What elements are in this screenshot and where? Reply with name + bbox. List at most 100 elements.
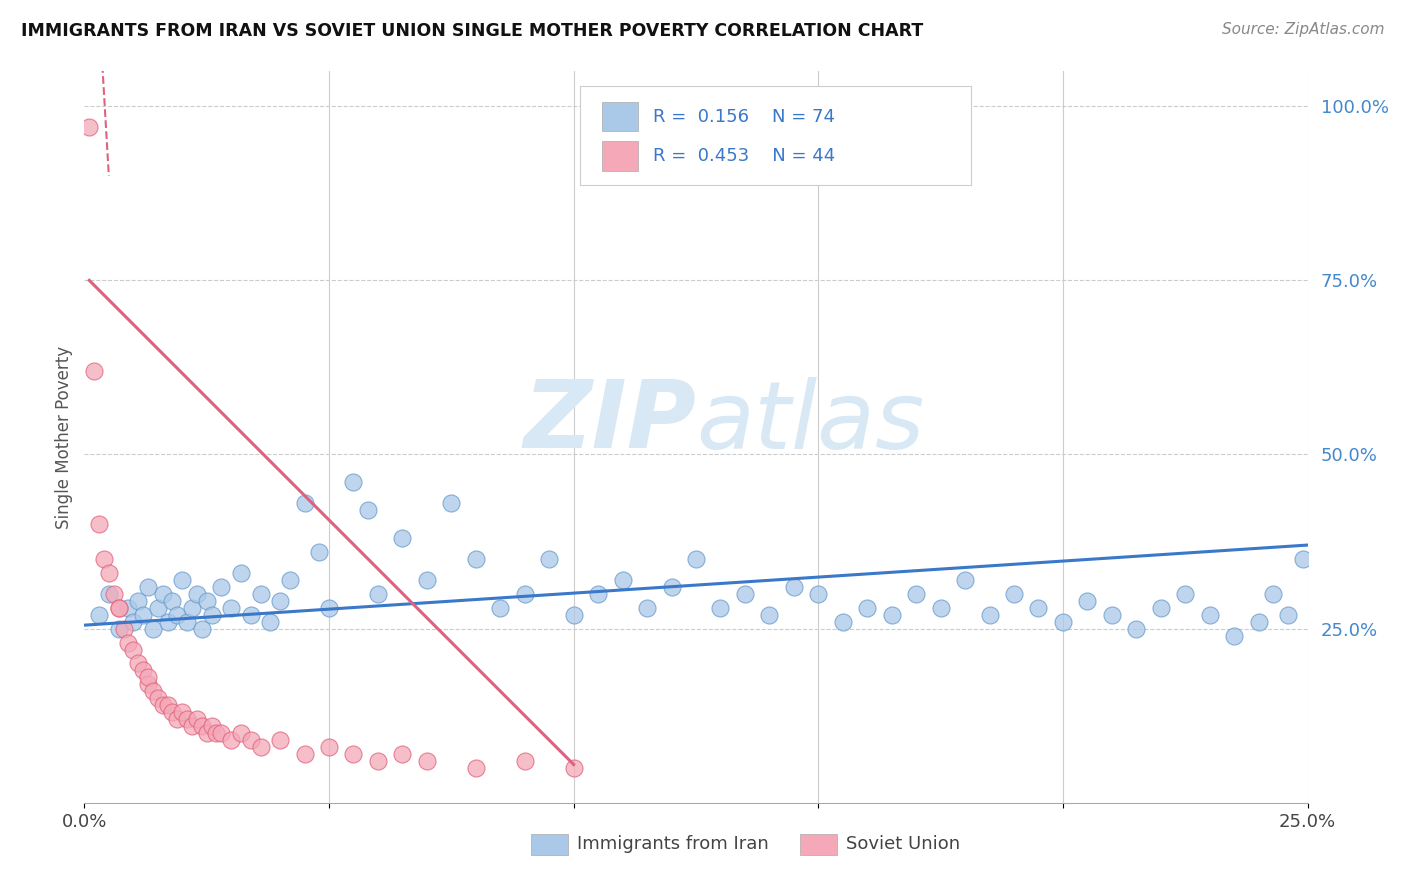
Point	[186, 712, 208, 726]
Point	[166, 607, 188, 622]
Point	[97, 587, 120, 601]
Point	[229, 726, 252, 740]
Point	[191, 719, 214, 733]
Point	[97, 566, 120, 580]
Point	[269, 733, 291, 747]
Text: R =  0.453    N = 44: R = 0.453 N = 44	[654, 147, 835, 165]
Point	[166, 712, 188, 726]
Point	[93, 552, 115, 566]
Point	[259, 615, 281, 629]
Point	[107, 622, 129, 636]
Point	[856, 600, 879, 615]
Point	[367, 587, 389, 601]
Point	[783, 580, 806, 594]
Point	[239, 733, 262, 747]
Point	[1028, 600, 1050, 615]
Point	[152, 698, 174, 713]
Point	[758, 607, 780, 622]
Point	[142, 622, 165, 636]
Point	[117, 635, 139, 649]
Point	[734, 587, 756, 601]
Point	[979, 607, 1001, 622]
Point	[200, 719, 222, 733]
Bar	[602, 142, 638, 170]
Text: R =  0.156    N = 74: R = 0.156 N = 74	[654, 108, 835, 126]
Point	[195, 594, 218, 608]
FancyBboxPatch shape	[579, 86, 972, 185]
Point	[278, 573, 301, 587]
Point	[308, 545, 330, 559]
Point	[239, 607, 262, 622]
Point	[127, 657, 149, 671]
Point	[1198, 607, 1220, 622]
Point	[464, 761, 486, 775]
Point	[357, 503, 380, 517]
Point	[1247, 615, 1270, 629]
Point	[342, 747, 364, 761]
Point	[513, 754, 536, 768]
Point	[136, 670, 159, 684]
Point	[219, 600, 242, 615]
Point	[685, 552, 707, 566]
Point	[117, 600, 139, 615]
Point	[562, 607, 585, 622]
Point	[1101, 607, 1123, 622]
Point	[562, 761, 585, 775]
Point	[391, 747, 413, 761]
Point	[103, 587, 125, 601]
Point	[176, 712, 198, 726]
Point	[880, 607, 903, 622]
Point	[209, 580, 232, 594]
Point	[249, 587, 271, 601]
Point	[176, 615, 198, 629]
Point	[162, 705, 184, 719]
Point	[294, 747, 316, 761]
Point	[249, 740, 271, 755]
Point	[269, 594, 291, 608]
Point	[181, 600, 204, 615]
Text: atlas: atlas	[696, 377, 924, 468]
Text: IMMIGRANTS FROM IRAN VS SOVIET UNION SINGLE MOTHER POVERTY CORRELATION CHART: IMMIGRANTS FROM IRAN VS SOVIET UNION SIN…	[21, 22, 924, 40]
Point	[142, 684, 165, 698]
Point	[661, 580, 683, 594]
Point	[172, 573, 194, 587]
Point	[136, 677, 159, 691]
Text: Source: ZipAtlas.com: Source: ZipAtlas.com	[1222, 22, 1385, 37]
Point	[294, 496, 316, 510]
Point	[191, 622, 214, 636]
Point	[1150, 600, 1173, 615]
Point	[416, 573, 439, 587]
Point	[127, 594, 149, 608]
Point	[367, 754, 389, 768]
Bar	[602, 102, 638, 131]
Point	[464, 552, 486, 566]
Point	[586, 587, 609, 601]
Point	[162, 594, 184, 608]
Point	[107, 600, 129, 615]
Point	[807, 587, 830, 601]
Text: ZIP: ZIP	[523, 376, 696, 468]
Point	[318, 740, 340, 755]
Point	[1125, 622, 1147, 636]
Point	[391, 531, 413, 545]
Point	[146, 691, 169, 706]
Point	[195, 726, 218, 740]
Point	[1263, 587, 1285, 601]
Point	[156, 698, 179, 713]
Point	[172, 705, 194, 719]
Bar	[531, 833, 568, 855]
Point	[87, 517, 110, 532]
Point	[83, 364, 105, 378]
Point	[440, 496, 463, 510]
Point	[132, 664, 155, 678]
Point	[1052, 615, 1074, 629]
Text: Immigrants from Iran: Immigrants from Iran	[578, 836, 769, 854]
Y-axis label: Single Mother Poverty: Single Mother Poverty	[55, 345, 73, 529]
Point	[112, 622, 135, 636]
Point	[87, 607, 110, 622]
Point	[612, 573, 634, 587]
Point	[152, 587, 174, 601]
Point	[1292, 552, 1315, 566]
Point	[1174, 587, 1197, 601]
Point	[953, 573, 976, 587]
